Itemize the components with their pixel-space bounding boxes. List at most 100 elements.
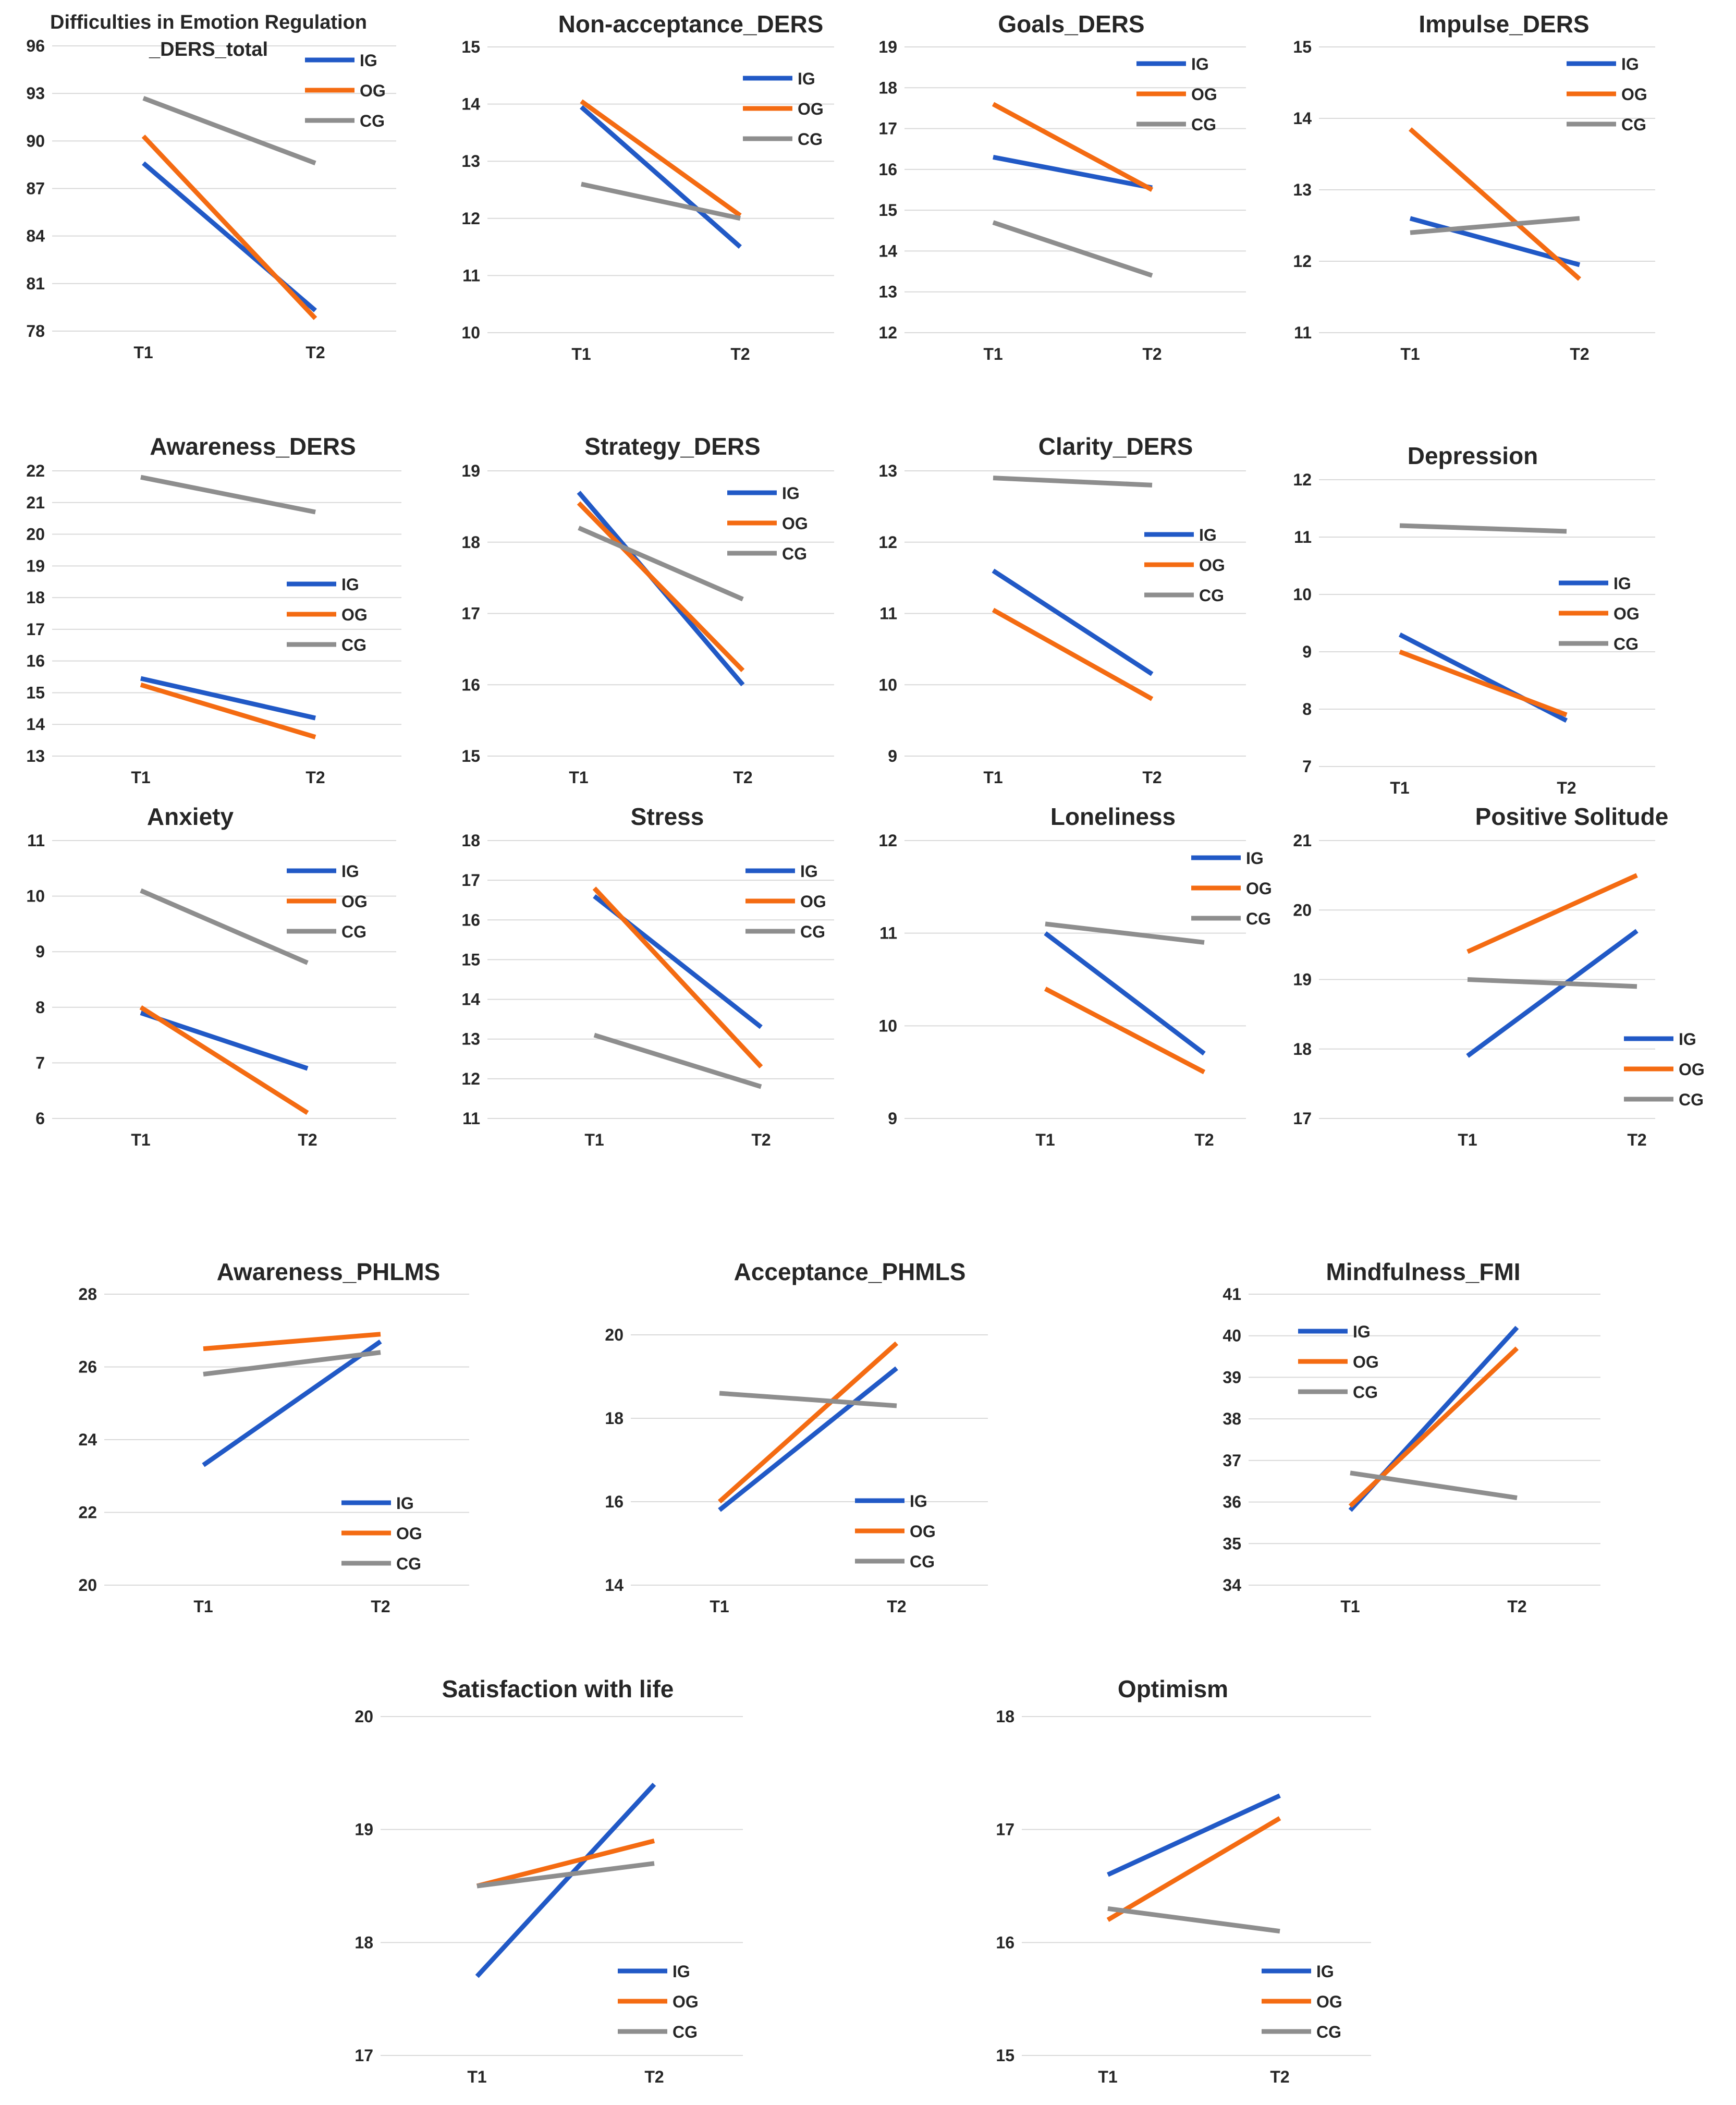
series-line-og [1409, 127, 1581, 281]
series-line-ig [993, 154, 1153, 190]
y-tick-label: 12 [461, 1069, 480, 1088]
legend-label-ig: IG [1679, 1030, 1696, 1049]
x-tick-label: T1 [193, 1597, 213, 1616]
x-tick-label: T1 [1340, 1597, 1360, 1616]
legend-label-ig: IG [1353, 1322, 1371, 1341]
y-tick-label: 10 [878, 1016, 897, 1035]
x-tick-label: T1 [1400, 345, 1420, 363]
y-tick-label: 20 [78, 1576, 97, 1595]
legend-label-og: OG [1246, 879, 1272, 898]
y-tick-label: 17 [996, 1820, 1014, 1839]
chart-title: Optimism [1118, 1675, 1228, 1702]
x-tick-label: T1 [1098, 2067, 1117, 2086]
y-tick-label: 15 [878, 201, 897, 220]
y-tick-label: 84 [26, 227, 45, 246]
y-tick-label: 39 [1222, 1368, 1241, 1386]
y-tick-label: 18 [461, 831, 480, 850]
y-tick-label: 14 [605, 1576, 624, 1595]
legend-label-ig: IG [341, 575, 359, 594]
y-tick-label: 14 [461, 95, 480, 114]
legend-label-ig: IG [1246, 849, 1264, 868]
y-tick-label: 15 [461, 950, 480, 969]
legend-label-og: OG [1199, 556, 1225, 575]
legend-label-cg: CG [798, 130, 823, 149]
y-tick-label: 26 [78, 1358, 97, 1377]
series-line-cg [476, 1861, 655, 1889]
y-tick-label: 12 [878, 831, 897, 850]
y-tick-label: 16 [605, 1492, 624, 1511]
y-tick-label: 12 [1293, 470, 1312, 489]
y-tick-label: 8 [35, 998, 45, 1017]
x-tick-label: T2 [751, 1130, 771, 1149]
legend-label-cg: CG [1621, 115, 1646, 134]
x-tick-label: T2 [730, 345, 750, 363]
y-tick-label: 11 [879, 604, 897, 623]
y-tick-label: 20 [354, 1707, 373, 1726]
y-tick-label: 40 [1222, 1327, 1241, 1345]
y-tick-label: 28 [78, 1285, 97, 1304]
x-tick-label: T1 [569, 768, 588, 787]
x-tick-label: T1 [1458, 1130, 1477, 1149]
series-line-cg [140, 888, 309, 965]
series-line-cg [1045, 921, 1205, 945]
chart-mindfulness-fmi: 34 35 36 37 38 39 40 41 T1 T2 Mindfulness_FMI IG OG C… [1222, 1258, 1600, 1616]
x-tick-label: T2 [1142, 345, 1162, 363]
y-tick-label: 6 [35, 1109, 45, 1128]
series-line-og [1348, 1346, 1519, 1508]
legend-label-og: OG [910, 1522, 936, 1541]
legend-label-cg: CG [1199, 586, 1224, 605]
series-line-ig [992, 568, 1154, 676]
series-line-og [718, 1341, 898, 1504]
series-line-cg [578, 526, 744, 602]
chart-difficulties-in-emotion-regulation-ders-total: 78 81 84 87 90 93 96 T1 T2 Difficulties in Emotio… [26, 11, 396, 362]
chart-title: Goals_DERS [998, 10, 1144, 38]
y-tick-label: 19 [461, 461, 480, 480]
y-tick-label: 16 [26, 652, 45, 671]
x-tick-label: T2 [1142, 768, 1162, 787]
y-tick-label: 15 [461, 38, 480, 56]
y-tick-label: 19 [1293, 970, 1312, 989]
series-line-og [141, 135, 317, 320]
series-line-cg [593, 1032, 762, 1089]
x-tick-label: T1 [710, 1597, 729, 1616]
y-tick-label: 18 [878, 78, 897, 97]
y-tick-label: 15 [1293, 38, 1312, 56]
chart-satisfaction-with-life: 17 18 19 20 T1 T2 Satisfaction with life IG OG CG [354, 1675, 743, 2086]
legend-label-og: OG [341, 892, 368, 911]
y-tick-label: 13 [878, 283, 897, 301]
series-line-ig [718, 1366, 898, 1512]
y-tick-label: 10 [461, 323, 480, 342]
y-tick-label: 90 [26, 131, 45, 150]
series-line-cg [1399, 523, 1567, 534]
y-tick-label: 14 [1293, 109, 1312, 128]
y-tick-label: 13 [461, 152, 480, 171]
series-line-og [592, 886, 763, 1069]
y-tick-label: 11 [879, 924, 897, 943]
y-tick-label: 15 [996, 2046, 1014, 2065]
chart-stress: 11 12 13 14 15 16 17 18 T1 T2 Stress IG OG CG [461, 803, 834, 1149]
y-tick-label: 21 [26, 493, 45, 512]
legend-label-cg: CG [1191, 115, 1216, 134]
chart-title: Depression [1408, 442, 1538, 469]
x-tick-label: T2 [1627, 1130, 1646, 1149]
y-tick-label: 20 [605, 1325, 624, 1344]
y-tick-label: 17 [26, 620, 45, 639]
y-tick-label: 93 [26, 84, 45, 103]
y-tick-label: 11 [1294, 528, 1312, 546]
x-tick-label: T2 [644, 2067, 664, 2086]
y-tick-label: 18 [461, 533, 480, 552]
series-line-ig [1107, 1793, 1281, 1877]
chart-anxiety: 6 7 8 9 10 11 T1 T2 Anxiety IG OG CG [26, 803, 396, 1149]
y-tick-label: 10 [1293, 585, 1312, 604]
y-tick-label: 11 [1294, 323, 1312, 342]
legend-label-ig: IG [782, 484, 800, 503]
y-tick-label: 96 [26, 36, 45, 55]
legend-label-cg: CG [1613, 635, 1639, 653]
chart-non-acceptance-ders: 10 11 12 13 14 15 T1 T2 Non-acceptance_DERS IG OG C… [461, 10, 834, 363]
series-line-cg [992, 220, 1153, 278]
y-tick-label: 10 [878, 675, 897, 694]
legend-label-og: OG [1191, 85, 1217, 104]
y-tick-label: 18 [354, 1933, 373, 1952]
series-line-og [1466, 873, 1638, 954]
legend-label-ig: IG [396, 1494, 414, 1513]
